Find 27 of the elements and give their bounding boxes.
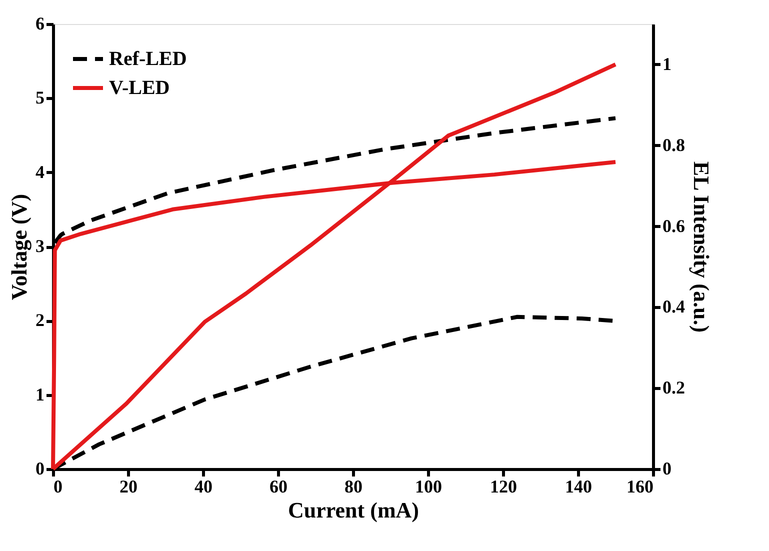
x-tick-label: 20: [120, 476, 138, 496]
x-tick-label: 40: [194, 476, 212, 496]
y-tick-label: 4: [36, 162, 44, 182]
y-tick-label: 1: [36, 384, 44, 404]
y-axis-title: Voltage (V): [6, 194, 32, 300]
y2-tick-label: 0.6: [662, 216, 685, 236]
legend-label: V-LED: [109, 77, 170, 99]
x-tick-label: 60: [270, 476, 288, 496]
y2-tick-label: 0.4: [662, 296, 685, 317]
y-tick-label: 0: [36, 458, 44, 478]
x-tick-label: 140: [565, 476, 592, 496]
y2-tick-label: 1: [662, 54, 672, 74]
x-tick-label: 100: [415, 476, 442, 496]
x-tick-label: 0: [54, 476, 62, 496]
legend-label: Ref-LED: [109, 48, 187, 70]
x-tick-label: 120: [490, 476, 517, 496]
x-tick-label: 80: [344, 476, 362, 496]
x-axis-title: Current (mA): [288, 498, 419, 522]
y-tick-label: 6: [36, 14, 44, 34]
y2-tick-label: 0.2: [662, 378, 685, 398]
y2-tick-label: 0.8: [662, 134, 685, 155]
y-tick-label: 5: [36, 88, 44, 108]
y-tick-label: 3: [36, 236, 44, 256]
x-tick-label: 160: [626, 476, 654, 496]
y2-axis-title: EL Intensity (a.u.): [689, 161, 714, 333]
y2-tick-label: 0: [662, 458, 672, 478]
y-tick-label: 2: [36, 310, 44, 330]
